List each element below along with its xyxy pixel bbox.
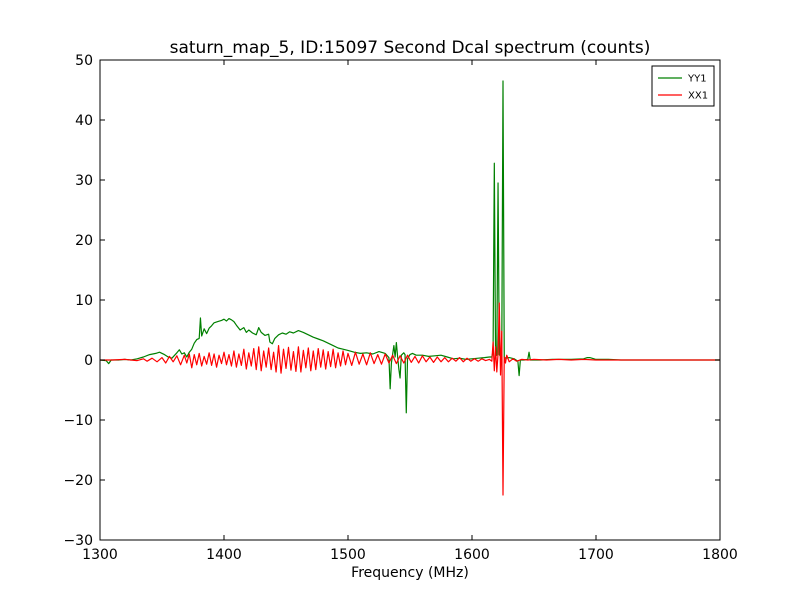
x-tick-label: 1500 (330, 547, 366, 563)
chart-title: saturn_map_5, ID:15097 Second Dcal spect… (170, 38, 651, 58)
plot-area (99, 59, 721, 541)
y-axis: −30 −20 −10 0 10 20 30 40 50 (63, 53, 720, 549)
x-axis-label: Frequency (MHz) (351, 565, 469, 581)
legend: YY1 XX1 (651, 65, 715, 107)
y-tick-label: 20 (75, 233, 93, 249)
x-tick-label: 1800 (702, 547, 738, 563)
y-tick-label: −20 (63, 473, 93, 489)
plot-background (100, 60, 720, 540)
y-tick-label: 10 (75, 293, 93, 309)
x-tick-label: 1300 (82, 547, 118, 563)
y-tick-label: 50 (75, 53, 93, 69)
y-tick-label: −30 (63, 533, 93, 549)
y-tick-label: 0 (84, 353, 93, 369)
x-axis: 1300 1400 1500 1600 1700 1800 (82, 60, 738, 563)
y-tick-label: −10 (63, 413, 93, 429)
series-line-xx1 (100, 302, 720, 496)
legend-box (651, 65, 715, 107)
y-tick-label: 30 (75, 173, 93, 189)
legend-label-yy1: YY1 (687, 74, 707, 85)
x-tick-label: 1600 (454, 547, 490, 563)
x-tick-label: 1700 (578, 547, 614, 563)
y-tick-label: 40 (75, 113, 93, 129)
x-tick-label: 1400 (206, 547, 242, 563)
series-layer (100, 80, 720, 496)
legend-label-xx1: XX1 (688, 91, 708, 102)
